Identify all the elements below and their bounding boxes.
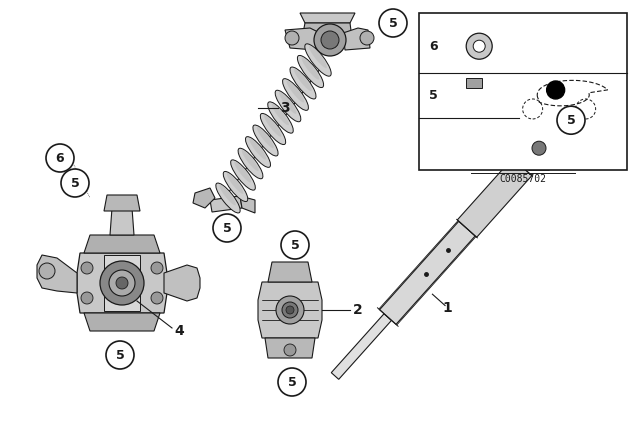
Circle shape	[360, 31, 374, 45]
Polygon shape	[110, 208, 134, 235]
Ellipse shape	[298, 56, 324, 88]
Circle shape	[547, 81, 564, 99]
Circle shape	[106, 341, 134, 369]
Ellipse shape	[271, 103, 289, 125]
Ellipse shape	[216, 183, 240, 213]
Circle shape	[321, 31, 339, 49]
Text: 2: 2	[353, 303, 363, 317]
Circle shape	[284, 344, 296, 356]
Ellipse shape	[309, 46, 327, 68]
Ellipse shape	[268, 102, 293, 133]
Polygon shape	[258, 282, 322, 338]
Polygon shape	[104, 195, 140, 211]
Ellipse shape	[290, 67, 316, 99]
Text: 5: 5	[291, 238, 300, 251]
Circle shape	[39, 263, 55, 279]
Polygon shape	[240, 196, 255, 213]
Polygon shape	[458, 158, 532, 237]
Ellipse shape	[246, 137, 271, 168]
Text: C0085702: C0085702	[500, 174, 547, 184]
Circle shape	[557, 106, 585, 134]
Polygon shape	[37, 255, 77, 293]
Circle shape	[46, 144, 74, 172]
Circle shape	[281, 231, 309, 259]
Ellipse shape	[279, 92, 296, 114]
Ellipse shape	[230, 160, 255, 190]
Polygon shape	[514, 140, 564, 156]
Polygon shape	[164, 265, 200, 301]
Circle shape	[473, 40, 485, 52]
Polygon shape	[285, 28, 320, 50]
Polygon shape	[380, 221, 475, 324]
Polygon shape	[343, 28, 370, 50]
Text: 3: 3	[280, 101, 290, 115]
Circle shape	[151, 262, 163, 274]
Polygon shape	[77, 253, 167, 313]
Circle shape	[100, 261, 144, 305]
Circle shape	[109, 270, 135, 296]
Ellipse shape	[238, 148, 263, 179]
Bar	[419, 13, 627, 170]
Polygon shape	[300, 13, 355, 23]
Text: 4: 4	[174, 324, 184, 338]
Polygon shape	[332, 314, 392, 379]
Text: 5: 5	[388, 17, 397, 30]
Ellipse shape	[220, 185, 236, 205]
Text: 5: 5	[223, 221, 232, 234]
Polygon shape	[104, 255, 140, 311]
Circle shape	[61, 169, 89, 197]
Circle shape	[116, 277, 128, 289]
Circle shape	[213, 214, 241, 242]
Circle shape	[81, 262, 93, 274]
Ellipse shape	[227, 173, 243, 194]
Ellipse shape	[301, 57, 319, 80]
Text: 5: 5	[70, 177, 79, 190]
Circle shape	[466, 33, 492, 59]
Text: 5: 5	[566, 114, 575, 127]
Polygon shape	[519, 156, 559, 170]
Ellipse shape	[253, 125, 278, 156]
Ellipse shape	[287, 81, 304, 103]
Polygon shape	[268, 262, 312, 282]
Polygon shape	[210, 196, 242, 212]
Ellipse shape	[283, 78, 308, 110]
Circle shape	[314, 24, 346, 56]
Text: 6: 6	[429, 40, 438, 53]
Ellipse shape	[264, 115, 282, 137]
Ellipse shape	[249, 138, 266, 159]
Ellipse shape	[275, 90, 301, 122]
Circle shape	[286, 306, 294, 314]
Circle shape	[282, 302, 298, 318]
Text: 1: 1	[442, 301, 452, 314]
Circle shape	[276, 296, 304, 324]
Circle shape	[81, 292, 93, 304]
Polygon shape	[265, 338, 315, 358]
Ellipse shape	[305, 44, 331, 76]
Polygon shape	[193, 188, 215, 208]
Ellipse shape	[257, 127, 274, 148]
Polygon shape	[466, 78, 482, 88]
Polygon shape	[519, 126, 559, 140]
Text: 5: 5	[116, 349, 124, 362]
Circle shape	[285, 31, 299, 45]
Ellipse shape	[223, 172, 248, 202]
Polygon shape	[84, 313, 160, 331]
Text: 5: 5	[287, 375, 296, 388]
Text: 5: 5	[429, 89, 438, 102]
Circle shape	[379, 9, 407, 37]
Ellipse shape	[242, 150, 259, 171]
Polygon shape	[84, 235, 160, 253]
Circle shape	[151, 292, 163, 304]
Ellipse shape	[260, 113, 285, 145]
Circle shape	[532, 141, 546, 155]
Circle shape	[526, 135, 552, 161]
Circle shape	[278, 368, 306, 396]
Ellipse shape	[294, 69, 312, 91]
Text: 6: 6	[56, 151, 64, 164]
Ellipse shape	[234, 162, 251, 182]
Polygon shape	[302, 23, 352, 38]
